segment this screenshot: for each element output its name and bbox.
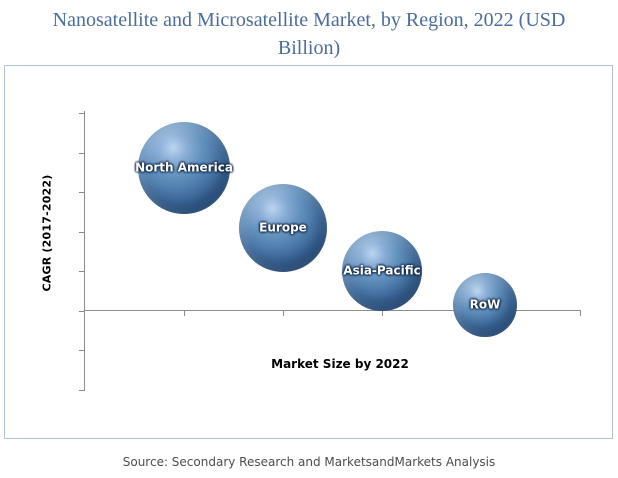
- x-axis-title: Market Size by 2022: [271, 357, 409, 371]
- bubble-north-america: North America: [135, 122, 233, 215]
- source-note: Source: Secondary Research and Marketsan…: [122, 455, 496, 469]
- bubble-europe: Europe: [239, 183, 327, 272]
- y-axis-line: [84, 111, 85, 391]
- y-axis-tick: [79, 152, 85, 154]
- y-axis-tick: [79, 389, 85, 391]
- bubble-label: Asia-Pacific: [343, 263, 421, 278]
- y-axis-tick: [79, 310, 85, 312]
- y-axis-tick: [79, 192, 85, 193]
- chart-title-line1: Nanosatellite and Microsatellite Market,…: [52, 9, 566, 31]
- bubble-label: North America: [135, 161, 233, 176]
- y-axis-tick: [79, 271, 85, 272]
- bubble-label: RoW: [469, 297, 501, 312]
- x-axis-tick: [184, 311, 185, 316]
- y-axis-title: CAGR (2017-2022): [40, 174, 54, 292]
- bubble-row: RoW: [452, 272, 517, 337]
- chart-title: Nanosatellite and Microsatellite Market,…: [0, 6, 618, 62]
- y-axis-tick: [79, 113, 85, 114]
- x-axis-tick: [283, 311, 284, 316]
- x-axis-tick: [382, 311, 383, 316]
- x-axis-tick: [580, 311, 581, 316]
- y-axis-tick: [79, 350, 85, 351]
- bubble-asia-pacific: Asia-Pacific: [342, 231, 422, 311]
- y-axis-tick: [79, 231, 85, 233]
- chart-title-line2: Billion): [277, 37, 341, 59]
- bubble-label: Europe: [259, 220, 307, 235]
- x-axis-line: [85, 310, 581, 311]
